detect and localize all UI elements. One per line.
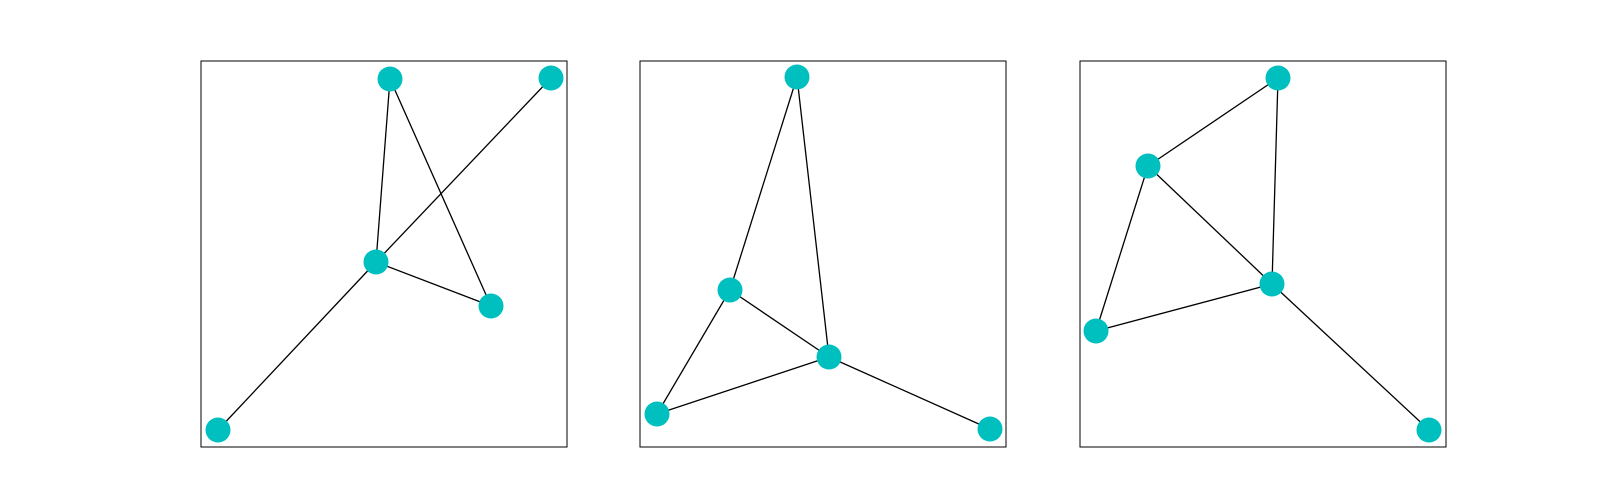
- graph-node-n1: [717, 277, 743, 303]
- graph-panel-2: [639, 60, 1007, 448]
- graph-node-n4: [1416, 417, 1442, 443]
- graph-node-n2: [1259, 271, 1285, 297]
- graph-edge-n1-n3: [1095, 165, 1149, 332]
- graph-edge-n2-n4: [828, 356, 991, 430]
- graph-edge-n1-n3: [656, 289, 731, 415]
- graph-panel-1: [200, 60, 568, 448]
- panel-frame: [200, 60, 568, 448]
- graph-panel-3: [1079, 60, 1447, 448]
- graph-edge-n1-n4: [217, 261, 377, 431]
- panel-frame: [1079, 60, 1447, 448]
- graph-node-n4: [205, 417, 231, 443]
- graph-node-n2: [478, 293, 504, 319]
- graph-node-n4: [977, 416, 1003, 442]
- graph-node-n3: [538, 65, 564, 91]
- graph-edge-n0-n2: [796, 76, 830, 358]
- panel-frame: [639, 60, 1007, 448]
- graph-edge-n1-n2: [729, 289, 830, 358]
- graph-edge-n2-n3: [656, 356, 830, 415]
- graph-node-n2: [816, 344, 842, 370]
- graph-node-n0: [1265, 65, 1291, 91]
- graph-edge-n2-n4: [1271, 283, 1430, 431]
- graph-node-n3: [644, 401, 670, 427]
- graph-node-n1: [1135, 153, 1161, 179]
- graph-edge-n2-n3: [1095, 283, 1273, 332]
- graph-node-n0: [377, 66, 403, 92]
- graph-edge-n0-n2: [389, 78, 492, 307]
- graph-edge-n1-n3: [375, 77, 552, 263]
- graph-edge-n1-n2: [1147, 165, 1273, 285]
- graph-edge-n1-n2: [375, 261, 492, 307]
- graph-node-n1: [363, 249, 389, 275]
- graph-node-n0: [784, 64, 810, 90]
- graph-edge-n0-n2: [1271, 77, 1279, 285]
- graph-edge-n0-n1: [729, 76, 798, 291]
- graph-edge-n0-n1: [1147, 77, 1279, 167]
- graph-edge-n0-n1: [375, 78, 391, 263]
- graph-node-n3: [1083, 318, 1109, 344]
